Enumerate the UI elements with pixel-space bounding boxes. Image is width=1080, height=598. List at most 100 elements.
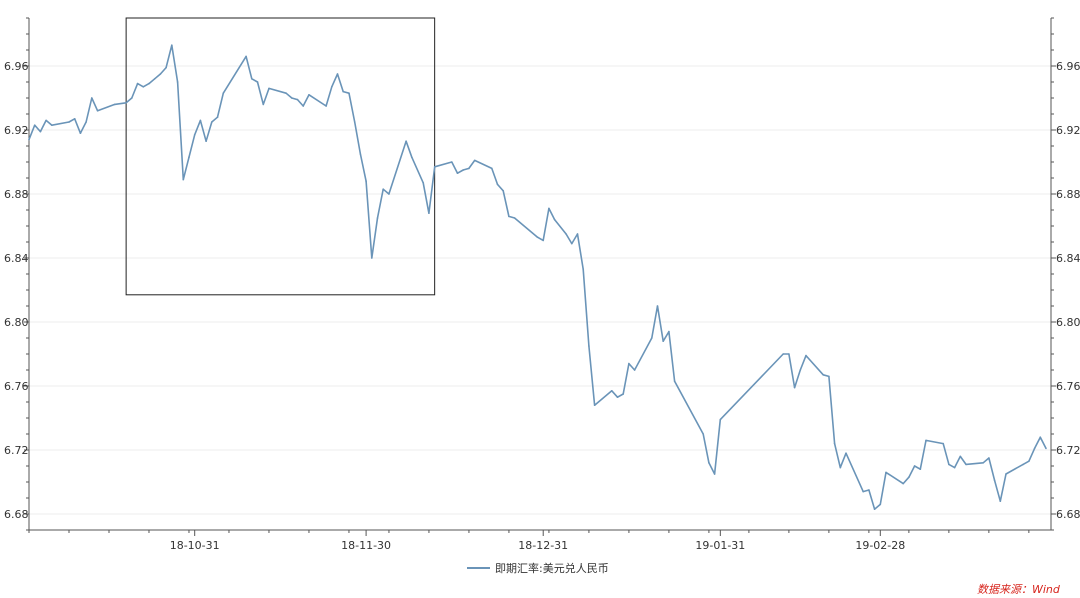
data-point — [211, 121, 213, 123]
data-point — [359, 153, 362, 155]
source-label: 数据来源：Wind — [977, 583, 1061, 596]
data-point — [388, 193, 390, 195]
data-point — [28, 138, 30, 141]
data-point — [925, 439, 927, 442]
data-point — [788, 353, 790, 355]
data-point — [365, 180, 367, 182]
data-point — [885, 471, 887, 474]
data-point — [616, 396, 619, 399]
y-tick-label-left: 6.92 — [4, 124, 29, 137]
data-point — [1005, 473, 1007, 475]
data-point — [662, 340, 664, 343]
data-point — [1045, 447, 1047, 450]
data-point — [268, 87, 270, 90]
data-point — [456, 172, 459, 174]
data-point — [879, 503, 882, 506]
data-point — [959, 455, 962, 458]
data-point — [719, 418, 722, 421]
data-point — [668, 330, 670, 333]
data-point — [462, 169, 465, 171]
data-point — [490, 167, 493, 170]
data-point — [148, 82, 150, 85]
data-point — [988, 457, 990, 459]
y-tick-label-right: 6.96 — [1056, 60, 1080, 73]
data-point — [142, 86, 145, 88]
y-tick-label-right: 6.72 — [1056, 444, 1080, 457]
data-point — [1039, 436, 1042, 439]
data-point — [902, 482, 904, 485]
y-tick-label-right: 6.76 — [1056, 380, 1080, 393]
data-point — [262, 103, 265, 106]
data-point — [965, 463, 967, 466]
data-point — [805, 354, 807, 357]
data-point — [33, 124, 36, 126]
data-point — [96, 110, 99, 112]
data-point — [650, 337, 653, 339]
data-point — [182, 178, 185, 181]
x-tick-label: 19-02-28 — [855, 539, 905, 552]
data-point — [948, 463, 950, 466]
data-point — [45, 119, 47, 122]
data-point — [256, 81, 259, 83]
data-point — [68, 121, 70, 123]
data-point — [582, 268, 585, 271]
data-point — [296, 98, 299, 101]
data-point — [325, 105, 327, 107]
data-point — [113, 103, 116, 106]
data-point — [513, 217, 516, 219]
data-point — [799, 369, 802, 371]
data-point — [382, 188, 385, 190]
data-point — [502, 190, 505, 192]
data-point — [1033, 447, 1036, 450]
data-point — [828, 375, 830, 378]
data-point — [205, 140, 207, 142]
data-point — [508, 215, 510, 218]
x-tick-label: 18-12-31 — [518, 539, 568, 552]
data-point — [371, 257, 373, 259]
series-points — [28, 44, 1047, 511]
data-point — [919, 468, 922, 471]
x-tick-label: 18-10-31 — [170, 539, 220, 552]
data-point — [542, 239, 545, 242]
data-point — [868, 489, 870, 491]
data-point — [302, 105, 305, 107]
data-point — [336, 73, 339, 75]
data-point — [833, 442, 836, 445]
y-tick-label-right: 6.88 — [1056, 188, 1080, 201]
data-point — [433, 166, 436, 168]
data-point — [570, 242, 573, 245]
data-point — [376, 217, 379, 219]
data-point — [633, 369, 636, 371]
data-point — [588, 345, 590, 347]
series-line-usd-cny — [28, 44, 1047, 510]
data-point — [999, 500, 1002, 503]
y-tick-label-left: 6.96 — [4, 60, 29, 73]
data-point — [628, 362, 630, 365]
data-point — [331, 86, 333, 88]
data-point — [188, 156, 190, 158]
data-point — [993, 479, 996, 482]
data-point — [873, 508, 876, 511]
data-point — [165, 66, 167, 69]
data-point — [405, 140, 407, 142]
highlight-box — [125, 17, 436, 296]
data-point — [656, 305, 659, 307]
x-tick-label: 19-01-31 — [695, 539, 745, 552]
grid — [29, 65, 1051, 515]
data-point — [131, 97, 133, 99]
data-point — [845, 452, 847, 455]
data-point — [422, 182, 425, 184]
data-point — [136, 82, 139, 85]
data-point — [1022, 463, 1024, 466]
y-tick-label-right: 6.80 — [1056, 316, 1080, 329]
data-point — [245, 55, 247, 58]
data-point — [536, 236, 539, 238]
left-y-ticks: 6.68 6.72 6.76 6.80 6.84 6.88 6.92 6.96 — [4, 17, 29, 531]
data-point — [171, 44, 173, 46]
data-point — [565, 233, 567, 235]
y-tick-label-right: 6.84 — [1056, 252, 1080, 265]
data-point — [450, 161, 453, 163]
data-point — [982, 462, 984, 464]
data-point — [793, 386, 796, 389]
